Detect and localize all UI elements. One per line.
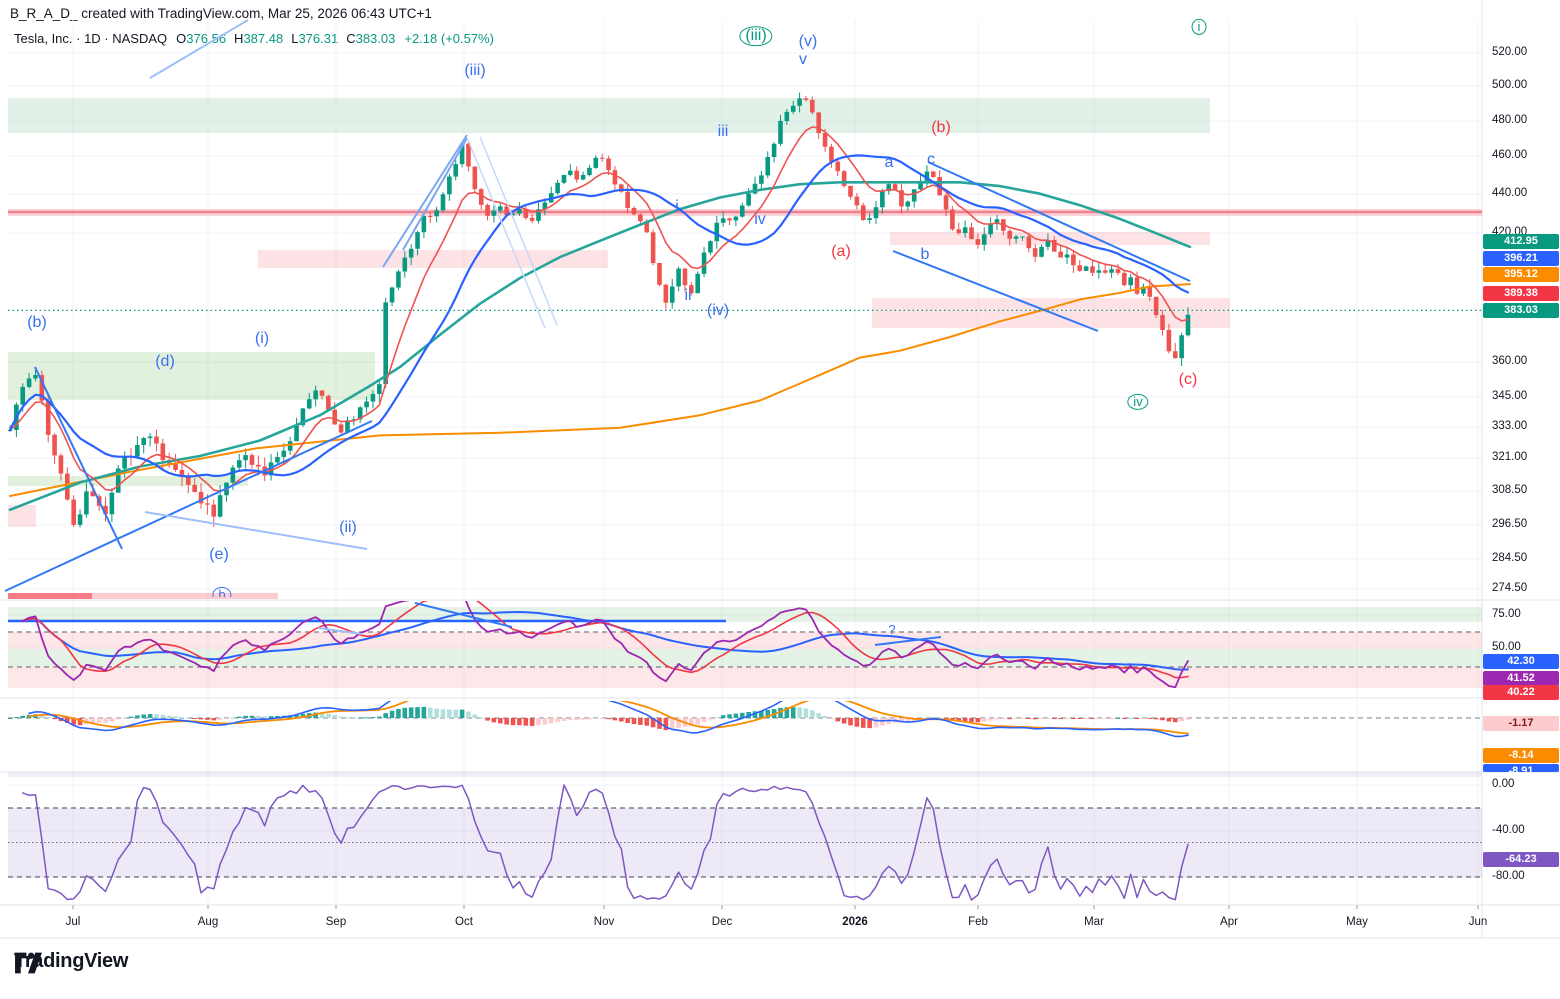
- time-axis-label-May[interactable]: May: [1346, 916, 1368, 928]
- price-axis-label: 500.00: [1492, 79, 1528, 91]
- symbol-title[interactable]: Tesla, Inc. · 1D · NASDAQ: [14, 31, 168, 46]
- time-axis-label-Nov[interactable]: Nov: [593, 916, 615, 928]
- price-axis-label: 296.50: [1492, 518, 1528, 530]
- symbol-legend[interactable]: Tesla, Inc. · 1D · NASDAQ O376.56 H387.48…: [14, 31, 494, 46]
- wave-label-i[interactable]: i: [675, 198, 679, 216]
- wave-label-i[interactable]: i: [1191, 18, 1207, 36]
- wpr-badge: -64.23: [1483, 851, 1559, 867]
- candlestick-series: [8, 92, 1192, 528]
- price-badge: 412.95: [1483, 233, 1559, 249]
- tradingview-logo[interactable]: TradingView: [14, 950, 129, 974]
- wave-label-b[interactable]: b: [212, 586, 232, 597]
- price-axis-label: 274.50: [1492, 582, 1528, 594]
- wave-label-iv[interactable]: iv: [1127, 393, 1149, 411]
- rsi-axis-label: 75.00: [1492, 608, 1521, 620]
- tradingview-logo-icon: [15, 952, 42, 974]
- ohlc-c: C383.03: [346, 31, 396, 46]
- time-axis-label-Feb[interactable]: Feb: [968, 916, 988, 928]
- wave-label-e[interactable]: (e): [209, 546, 229, 564]
- williams-r-series: [21, 784, 1189, 901]
- wpr-axis-label: -80.00: [1492, 870, 1525, 882]
- time-axis-label-Jun[interactable]: Jun: [1468, 916, 1488, 928]
- price-axis-label: 284.50: [1492, 552, 1528, 564]
- price-axis-label: 321.00: [1492, 451, 1528, 463]
- time-axis-label-2026[interactable]: 2026: [842, 916, 868, 928]
- wave-label-d[interactable]: (d): [155, 353, 175, 371]
- price-axis-label: 360.00: [1492, 355, 1528, 367]
- gridlines: [0, 0, 1560, 939]
- wave-label-iii[interactable]: (iii): [464, 62, 486, 80]
- price-badge: 389.38: [1483, 285, 1559, 301]
- rsi-series: [21, 601, 1189, 689]
- wave-label-c[interactable]: (c): [1178, 371, 1198, 389]
- wave-label-ii[interactable]: (ii): [339, 519, 357, 537]
- wave-label-b[interactable]: b: [920, 246, 930, 264]
- rsi-question-label[interactable]: ?: [888, 621, 896, 637]
- wpr-axis-label: 0.00: [1492, 778, 1515, 790]
- ohlc-values: O376.56 H387.48 L376.31 C383.03: [176, 31, 395, 46]
- rsi-badge: 42.30: [1483, 653, 1559, 669]
- wave-label-c[interactable]: c: [927, 151, 935, 169]
- wave-label-iv[interactable]: (iv): [706, 302, 730, 320]
- price-axis-label: 345.00: [1492, 390, 1528, 402]
- wave-label-ii[interactable]: ii: [684, 287, 692, 305]
- price-axis-label: 440.00: [1492, 187, 1528, 199]
- price-axis-label: 308.50: [1492, 484, 1528, 496]
- wpr-axis-label: -40.00: [1492, 824, 1525, 836]
- price-badge: 396.21: [1483, 250, 1559, 266]
- price-badge: 395.12: [1483, 266, 1559, 282]
- macd-badge: -8.14: [1483, 747, 1559, 763]
- price-axis-label: 460.00: [1492, 149, 1528, 161]
- rsi-badge: 41.52: [1483, 670, 1559, 686]
- price-axis-label: 480.00: [1492, 114, 1528, 126]
- wave-label-a[interactable]: a: [884, 154, 894, 172]
- ohlc-h: H387.48: [234, 31, 284, 46]
- wave-label-iii[interactable]: iii: [717, 123, 729, 141]
- ohlc-l: L376.31: [291, 31, 339, 46]
- macd-series: [8, 701, 1191, 738]
- clipped-wave-label[interactable]: b: [206, 585, 238, 597]
- macd-badge: -8.91: [1483, 764, 1559, 777]
- time-axis-label-Sep[interactable]: Sep: [325, 916, 347, 928]
- change-value: +2.18 (+0.57%): [404, 31, 494, 46]
- highlight-zones[interactable]: [8, 98, 1482, 599]
- time-axis-label-Mar[interactable]: Mar: [1084, 916, 1104, 928]
- rsi-axis-label: 50.00: [1492, 641, 1521, 653]
- wave-label-v[interactable]: (v): [798, 33, 818, 51]
- ohlc-o: O376.56: [176, 31, 227, 46]
- wave-label-b[interactable]: (b): [931, 119, 951, 137]
- price-axis-label: 520.00: [1492, 46, 1528, 58]
- wave-label-iii[interactable]: (iii): [739, 26, 773, 46]
- wave-label-b[interactable]: (b): [27, 314, 47, 332]
- wave-label-a[interactable]: (a): [831, 243, 851, 261]
- time-axis-label-Jul[interactable]: Jul: [65, 916, 81, 928]
- wave-label-i[interactable]: (i): [254, 330, 270, 348]
- time-axis-label-Aug[interactable]: Aug: [197, 916, 219, 928]
- trendline-drawings[interactable]: [4, 19, 1191, 646]
- wave-label-v[interactable]: v: [799, 51, 807, 69]
- price-badge: 383.03: [1483, 302, 1559, 318]
- time-axis-label-Apr[interactable]: Apr: [1220, 916, 1238, 928]
- price-axis-label: 333.00: [1492, 420, 1528, 432]
- rsi-badge: 40.22: [1483, 684, 1559, 700]
- wave-label-iv[interactable]: iv: [754, 211, 766, 229]
- time-axis-label-Oct[interactable]: Oct: [455, 916, 473, 928]
- indicator-bands: [8, 607, 1482, 878]
- time-axis-label-Dec[interactable]: Dec: [711, 916, 733, 928]
- tradingview-logo-text: TradingView: [14, 950, 129, 972]
- macd-badge: -1.17: [1483, 715, 1559, 731]
- attribution-text: B_R_A_D_ created with TradingView.com, M…: [10, 6, 432, 21]
